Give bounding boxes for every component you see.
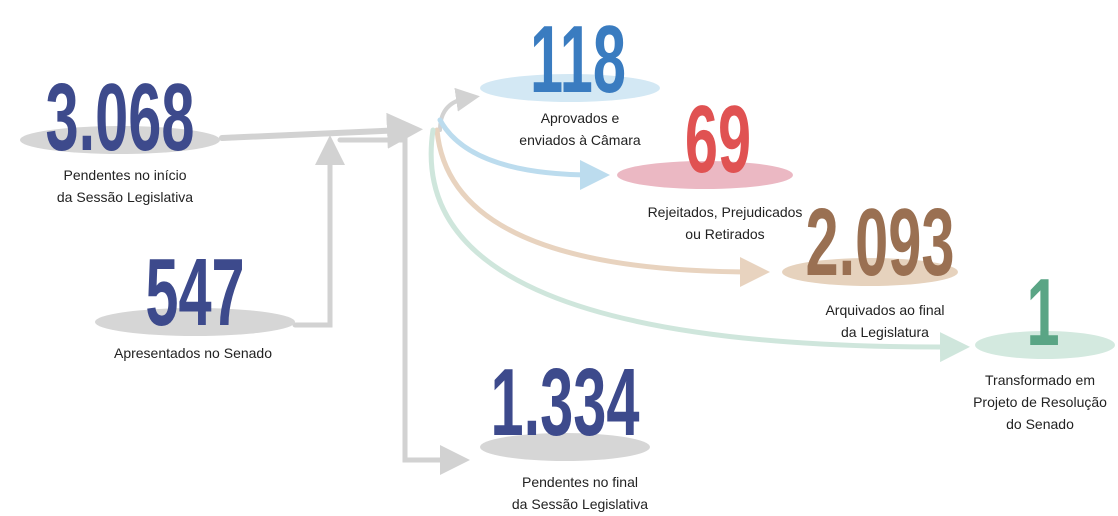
node-base [975, 331, 1115, 359]
node-value: 547 [145, 238, 244, 345]
node-base [20, 126, 220, 154]
node-label: enviados à Câmara [519, 132, 641, 148]
node-label: do Senado [1006, 416, 1074, 432]
node: 1 Transformado em Projeto de Resolução do S… [973, 258, 1115, 432]
node-base [782, 258, 958, 286]
node: 1.334 Pendentes no final da Sessão Legisla… [480, 348, 650, 512]
node-value: 1.334 [491, 348, 640, 455]
node-value: 69 [685, 85, 751, 192]
node-label: Aprovados e [541, 110, 620, 126]
node-value: 3.068 [46, 63, 195, 170]
node-value: 1 [1026, 258, 1059, 365]
node: 69 Rejeitados, Prejudicados ou Retirados [617, 85, 802, 242]
node-value: 118 [530, 5, 626, 112]
flow [428, 127, 970, 363]
flow [219, 112, 423, 149]
flow [434, 127, 770, 287]
flow [337, 137, 470, 475]
node-label: Arquivados ao final [825, 302, 944, 318]
flow [292, 135, 345, 328]
node-label: da Sessão Legislativa [512, 496, 648, 512]
node-base [480, 433, 650, 461]
flows [219, 87, 970, 475]
node-label: Pendentes no final [522, 474, 638, 490]
node-label: da Legislatura [841, 324, 929, 340]
node-label: Transformado em [985, 372, 1095, 388]
node-label: Rejeitados, Prejudicados [648, 204, 803, 220]
node-label: da Sessão Legislativa [57, 189, 193, 205]
flow [437, 117, 610, 190]
flow [438, 87, 480, 132]
node-label: Apresentados no Senado [114, 345, 272, 361]
node-label: ou Retirados [685, 226, 764, 242]
node-base [480, 74, 660, 102]
node-label: Pendentes no início [64, 167, 187, 183]
node-value: 2.093 [806, 188, 955, 295]
node-base [617, 161, 793, 189]
node-base [95, 308, 295, 336]
node: 2.093 Arquivados ao final da Legislatura [782, 188, 958, 340]
node-label: Projeto de Resolução [973, 394, 1107, 410]
